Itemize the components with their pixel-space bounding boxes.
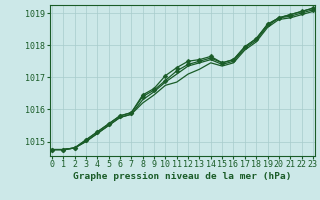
X-axis label: Graphe pression niveau de la mer (hPa): Graphe pression niveau de la mer (hPa) (73, 172, 292, 181)
